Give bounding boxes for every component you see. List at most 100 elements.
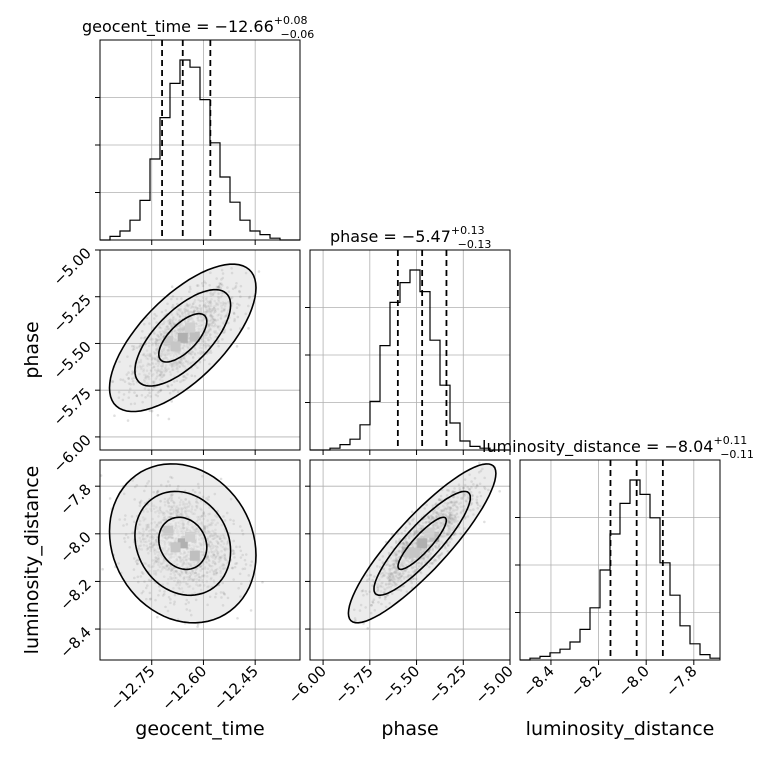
sample-point [132, 371, 135, 375]
sample-point [200, 557, 203, 560]
sample-point [195, 498, 198, 501]
sample-point [186, 582, 189, 586]
sample-point [224, 314, 228, 317]
sample-point [232, 311, 236, 315]
sample-point [212, 311, 216, 315]
sample-point [212, 553, 216, 556]
sample-point [178, 315, 182, 318]
sample-point [205, 497, 208, 500]
sample-point [159, 388, 163, 392]
sample-point [133, 402, 137, 405]
sample-point [193, 353, 197, 356]
sample-point [235, 561, 239, 565]
sample-point [190, 305, 194, 308]
sample-point [159, 336, 163, 340]
sample-point [222, 564, 226, 567]
sample-point [191, 350, 195, 354]
sample-point [195, 506, 199, 510]
sample-point [182, 345, 185, 348]
sample-point [166, 348, 170, 351]
sample-point [148, 338, 152, 342]
sample-point [180, 324, 184, 327]
sample-point [185, 566, 189, 570]
sample-point [148, 354, 152, 358]
sample-point [152, 350, 156, 354]
sample-point [173, 338, 177, 342]
sample-point [205, 571, 209, 574]
sample-point [213, 536, 217, 540]
sample-point [181, 500, 185, 504]
sample-point [141, 533, 145, 536]
sample-point [167, 348, 171, 352]
sample-point [175, 536, 178, 540]
sample-point [156, 359, 160, 363]
sample-point [146, 357, 150, 361]
sample-point [237, 289, 241, 293]
sample-point [207, 324, 211, 328]
sample-point [171, 500, 175, 503]
sample-point [162, 374, 165, 378]
sample-point [191, 317, 195, 321]
sample-point [147, 363, 151, 366]
sample-point [177, 511, 180, 514]
sample-point [198, 517, 202, 521]
sample-point [186, 362, 190, 365]
sample-point [186, 528, 189, 532]
sample-point [147, 344, 151, 348]
sample-point [165, 484, 168, 488]
sample-point [238, 303, 241, 307]
histogram-panel-phase [305, 249, 511, 455]
sample-point [197, 324, 201, 328]
sample-point [180, 328, 184, 331]
sample-point [195, 322, 198, 326]
sample-point [188, 351, 192, 354]
sample-point [172, 317, 175, 320]
sample-point [181, 363, 184, 367]
sample-point [171, 294, 175, 298]
sample-point [202, 543, 206, 546]
sample-point [210, 323, 214, 326]
sample-point [210, 316, 213, 320]
sample-point [211, 293, 215, 297]
sample-point [171, 512, 175, 515]
sample-point [156, 338, 159, 342]
sample-point [125, 373, 129, 376]
sample-point [162, 566, 166, 569]
sample-point [196, 623, 200, 626]
sample-point [175, 326, 178, 330]
sample-point [171, 318, 175, 322]
sample-point [207, 309, 211, 312]
sample-point [204, 531, 208, 535]
sample-point [188, 303, 192, 306]
sample-point [184, 305, 187, 308]
sample-point [136, 527, 139, 531]
panel-frame [99, 39, 301, 241]
sample-point [233, 565, 237, 569]
sample-point [127, 371, 130, 374]
sample-point [194, 544, 197, 548]
panel-content [100, 263, 261, 422]
sample-point [179, 358, 183, 362]
panel-content [100, 463, 264, 628]
x-tick-label-geocent-time: −12.75 [107, 662, 159, 714]
sample-point [190, 507, 194, 511]
sample-point [209, 351, 213, 354]
sample-point [220, 294, 224, 298]
sample-point [171, 365, 174, 369]
sample-point [174, 352, 178, 356]
sample-point [196, 625, 199, 628]
sample-point [162, 513, 165, 516]
sample-point [167, 352, 170, 356]
sample-point [174, 329, 177, 333]
sample-point [209, 577, 213, 581]
sample-point [199, 536, 203, 540]
sample-point [152, 562, 156, 565]
sample-point [145, 354, 148, 358]
sample-point [235, 306, 239, 310]
sample-point [185, 360, 188, 363]
sample-point [182, 327, 185, 330]
sample-point [181, 563, 184, 567]
sample-point [177, 508, 180, 511]
sample-point [179, 380, 182, 384]
ylabel-luminosity-distance: luminosity_distance [21, 466, 43, 655]
